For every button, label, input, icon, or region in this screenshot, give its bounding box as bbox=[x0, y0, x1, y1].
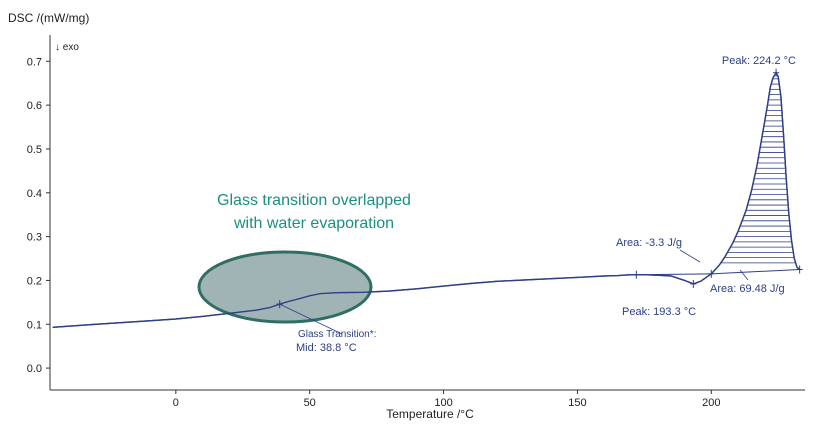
x-axis-title: Temperature /°C bbox=[386, 407, 474, 421]
plot-area: 0.0 0.1 0.2 0.3 0.4 0.5 0.6 0.7 0 50 100 150 200 Glas… bbox=[27, 35, 805, 409]
x-tick-label: 0 bbox=[173, 397, 179, 409]
exo-label: ↓ exo bbox=[55, 42, 79, 53]
y-tick-label: 0.5 bbox=[27, 144, 42, 156]
peak-small-label: Peak: 193.3 °C bbox=[622, 306, 696, 318]
glass-transition-ellipse bbox=[197, 250, 373, 324]
glass-transition-label: Glass Transition*: bbox=[298, 329, 376, 340]
area-small-leader bbox=[679, 249, 701, 263]
dsc-curve bbox=[52, 71, 801, 328]
y-tick-label: 0.3 bbox=[27, 232, 42, 244]
x-tick-label: 50 bbox=[304, 397, 316, 409]
y-axis-title: DSC /(mW/mg) bbox=[8, 11, 89, 25]
y-tick-label: 0.0 bbox=[27, 363, 42, 375]
x-tick-label: 150 bbox=[568, 397, 586, 409]
peak-baseline bbox=[711, 268, 800, 275]
x-tick-label: 200 bbox=[702, 397, 720, 409]
glass-mid-label: Mid: 38.8 °C bbox=[296, 342, 357, 354]
callout-line-2: with water evaporation bbox=[233, 215, 394, 232]
y-tick-label: 0.1 bbox=[27, 319, 42, 331]
area-large-leader bbox=[739, 269, 749, 281]
peak-top-label: Peak: 224.2 °C bbox=[722, 55, 796, 67]
y-tick-label: 0.7 bbox=[27, 56, 42, 68]
y-tick-label: 0.4 bbox=[27, 188, 42, 200]
x-tick-label: 100 bbox=[434, 397, 452, 409]
glass-leader-line bbox=[279, 303, 343, 335]
callout-line-1: Glass transition overlapped bbox=[217, 192, 411, 209]
area-small-label: Area: -3.3 J/g bbox=[616, 237, 682, 249]
dsc-curve-overlay bbox=[52, 71, 801, 328]
y-tick-label: 0.2 bbox=[27, 275, 42, 287]
area-large-label: Area: 69.48 J/g bbox=[710, 283, 785, 295]
y-tick-label: 0.6 bbox=[27, 100, 42, 112]
